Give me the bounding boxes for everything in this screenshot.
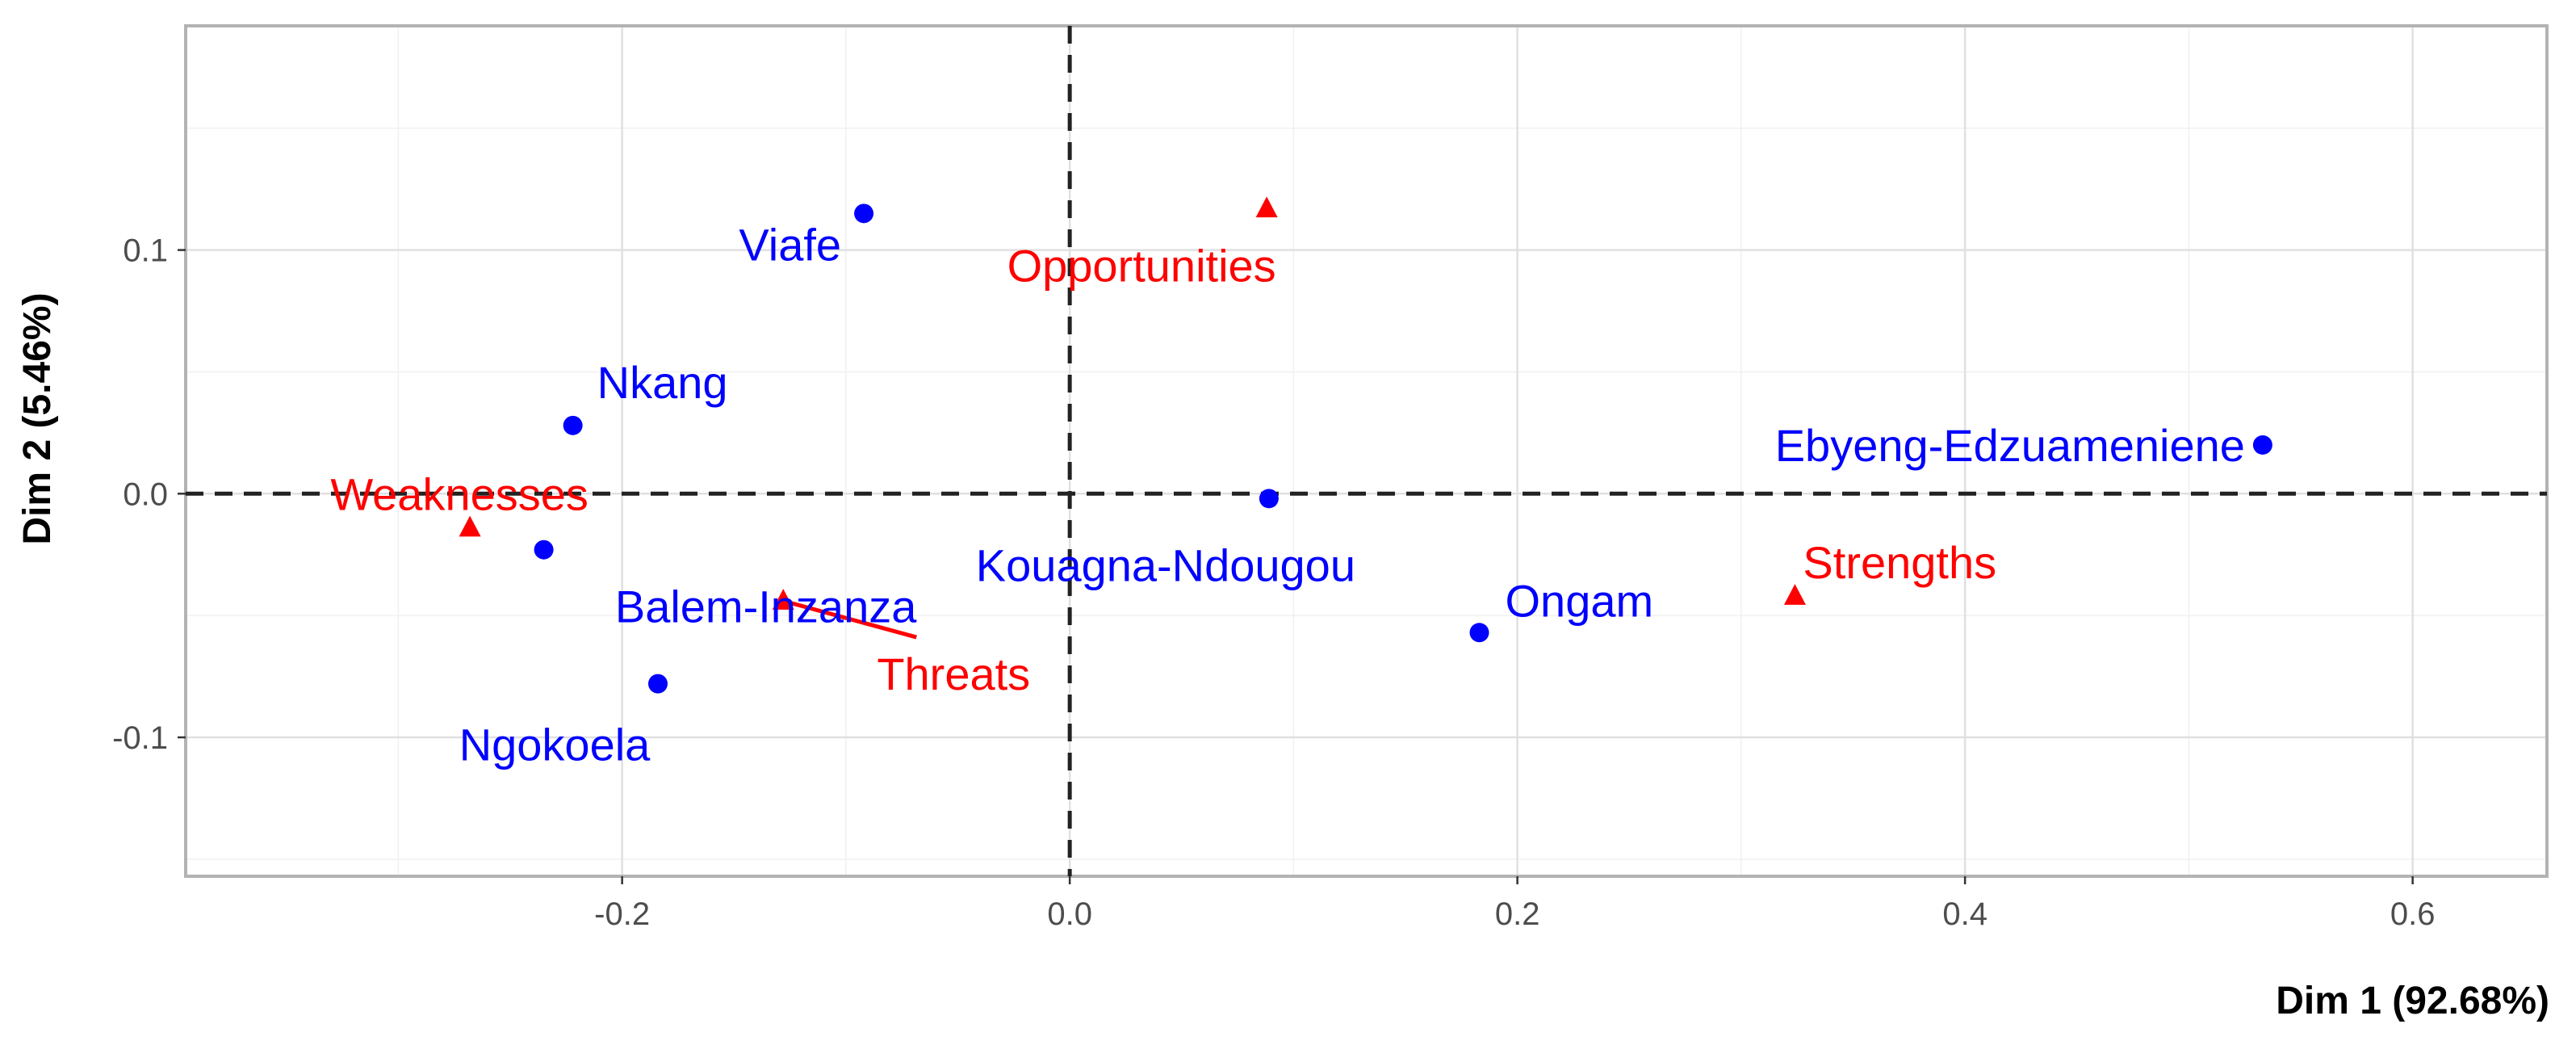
point-marker [648, 674, 668, 694]
x-axis-ticks: -0.2 0.0 0.2 0.4 0.6 [594, 876, 2435, 932]
leader-line [782, 598, 917, 640]
point-marker [1469, 623, 1489, 643]
y-tick-label: 0.0 [123, 476, 168, 512]
reference-lines [186, 26, 2547, 876]
x-tick-label: 0.4 [1942, 896, 1987, 932]
y-axis-title: Dim 2 (5.46%) [16, 292, 59, 544]
point-marker [2252, 434, 2272, 455]
point-label: Ongam [1506, 575, 1654, 626]
triangle-marker [1255, 196, 1278, 218]
x-tick-label: 0.6 [2390, 896, 2436, 932]
label-leader-lines [782, 598, 917, 640]
y-axis-ticks: -0.1 0.0 0.1 [112, 233, 186, 756]
panel-border [184, 24, 2549, 878]
y-tick-label: 0.1 [123, 233, 168, 269]
point-marker [534, 539, 554, 560]
point-label: Ngokoela [459, 720, 651, 770]
x-tick-label: 0.2 [1495, 896, 1540, 932]
point-label: Balem-Inzanza [615, 581, 917, 632]
x-tick-label: 0.0 [1047, 896, 1092, 932]
point-marker [563, 415, 583, 435]
point-label: Viafe [739, 219, 841, 270]
point-label: Threats [877, 649, 1030, 699]
point-label: Weaknesses [330, 469, 589, 520]
point-label: Strengths [1803, 537, 1996, 588]
major-gridlines [186, 26, 2547, 876]
triangle-marker [772, 589, 794, 610]
x-axis-title: Dim 1 (92.68%) [2276, 980, 2549, 1022]
triangle-marker [1783, 584, 1806, 605]
point-marker [854, 204, 874, 224]
data-points [459, 196, 2272, 694]
minor-gridlines [186, 26, 2547, 876]
point-label: Kouagna-Ndougou [976, 539, 1355, 590]
y-tick-label: -0.1 [112, 720, 168, 756]
point-marker [1259, 489, 1279, 509]
point-label: Opportunities [1007, 240, 1276, 291]
point-labels: Viafe Nkang Balem-Inzanza Ngokoela Kouagna-N… [330, 219, 2245, 770]
x-tick-label: -0.2 [594, 896, 650, 932]
triangle-marker [459, 515, 481, 537]
point-label: Ebyeng-Edzuameniene [1775, 420, 2245, 471]
point-label: Nkang [597, 357, 728, 408]
